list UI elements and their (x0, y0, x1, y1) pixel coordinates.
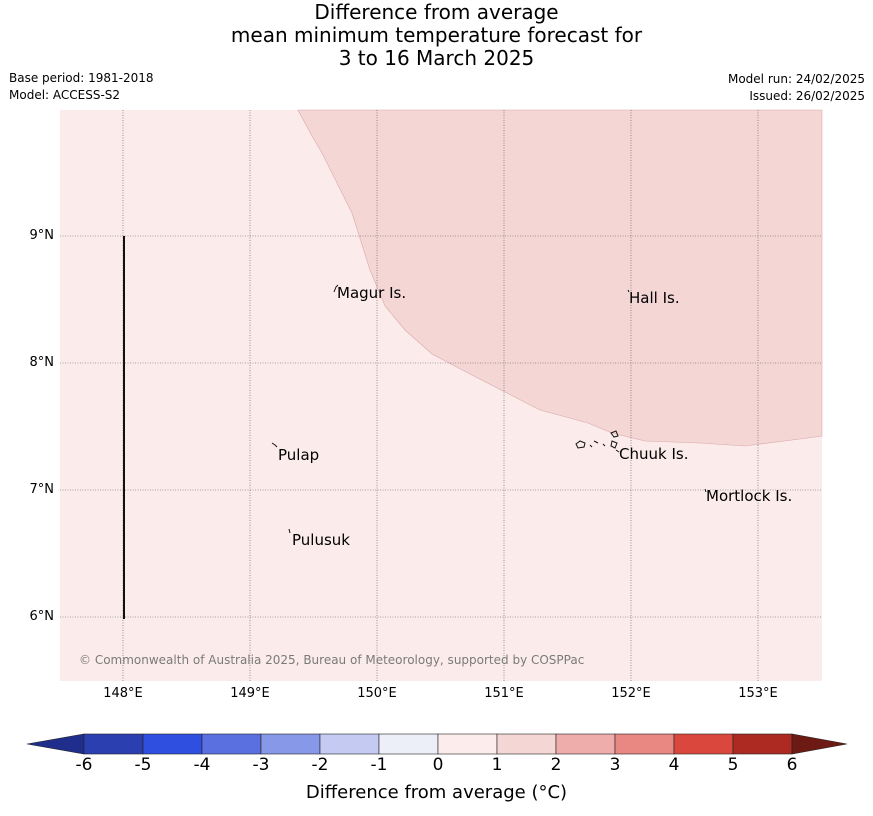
lon-label-153e: 153°E (738, 686, 778, 701)
title-line-2: mean minimum temperature forecast for (230, 23, 643, 47)
colorbar-tick-label: 1 (491, 755, 503, 775)
colorbar-tick-label: 5 (727, 755, 739, 775)
model-run: Model run: 24/02/2025 (727, 72, 865, 86)
lon-label-149e: 149°E (230, 686, 270, 701)
lon-label-150e: 150°E (357, 686, 397, 701)
place-magur: Magur Is. (337, 284, 407, 302)
magur-island (333, 284, 339, 293)
pulap-island (271, 442, 278, 448)
place-chuuk: Chuuk Is. (619, 445, 689, 463)
lon-label-148e: 148°E (103, 686, 143, 701)
lon-label-151e: 151°E (484, 686, 524, 701)
chuuk-lagoon-island-4 (602, 443, 606, 447)
lon-label-152e: 152°E (611, 686, 651, 701)
colorbar-tick-label: 6 (786, 755, 798, 775)
anomaly-1-to-2-region (297, 109, 823, 447)
colorbar-tick-label: -2 (311, 755, 329, 775)
colorbar-cell (555, 733, 616, 755)
lat-label-7n: 7°N (29, 482, 55, 497)
place-hall: Hall Is. (629, 289, 680, 307)
colorbar-cell (614, 733, 675, 755)
colorbar-cell (142, 733, 203, 755)
colorbar-tick-label: 0 (432, 755, 444, 775)
colorbar-cell (319, 733, 380, 755)
colorbar-cell (437, 733, 498, 755)
copyright-notice: © Commonwealth of Australia 2025, Bureau… (79, 653, 585, 667)
meta-left: Base period: 1981-2018 Model: ACCESS-S2 (9, 70, 154, 104)
colorbar-cell (496, 733, 557, 755)
lat-label-6n: 6°N (29, 609, 55, 624)
pulusuk-island (288, 528, 291, 534)
chuuk-lagoon-island-6 (610, 440, 618, 449)
colorbar-tick-label: -6 (75, 755, 93, 775)
model-name: Model: ACCESS-S2 (9, 88, 121, 102)
lat-label-8n: 8°N (29, 355, 55, 370)
base-period: Base period: 1981-2018 (9, 71, 154, 85)
colorbar-tick-label: 2 (550, 755, 562, 775)
title-line-3: 3 to 16 March 2025 (338, 46, 535, 70)
mortlock-island (704, 488, 707, 493)
colorbar-tick-label: 3 (609, 755, 621, 775)
place-mortlock: Mortlock Is. (706, 487, 793, 505)
colorbar-extend-high (791, 733, 848, 755)
title-line-1: Difference from average (314, 0, 559, 24)
chuuk-lagoon-island-2 (589, 444, 593, 448)
hall-island (627, 289, 630, 293)
chuuk-lagoon-island-7 (615, 449, 620, 453)
colorbar-cell (83, 733, 144, 755)
colorbar-tick-label: -1 (370, 755, 388, 775)
colorbar-cell (378, 733, 439, 755)
colorbar-cells (26, 733, 848, 755)
colorbar-tick-label: -5 (134, 755, 152, 775)
place-pulap: Pulap (278, 446, 320, 464)
colorbar-title: Difference from average (°C) (305, 782, 568, 803)
colorbar-cell (673, 733, 734, 755)
place-pulusuk: Pulusuk (292, 531, 350, 549)
chuuk-lagoon-island-3 (593, 440, 599, 444)
chuuk-lagoon-island-5 (610, 430, 619, 438)
colorbar-cell (201, 733, 262, 755)
issued-date: Issued: 26/02/2025 (749, 89, 865, 103)
colorbar-tick-label: 4 (668, 755, 680, 775)
meta-right: Model run: 24/02/2025 Issued: 26/02/2025 (728, 71, 865, 105)
chuuk-lagoon-island-1 (575, 440, 586, 449)
lat-label-9n: 9°N (29, 228, 55, 243)
island-outlines (271, 284, 707, 534)
colorbar-extend-low (26, 733, 85, 755)
colorbar-tick-label: -4 (193, 755, 211, 775)
colorbar-tick-label: -3 (252, 755, 270, 775)
colorbar-cell (260, 733, 321, 755)
colorbar-cell (732, 733, 793, 755)
